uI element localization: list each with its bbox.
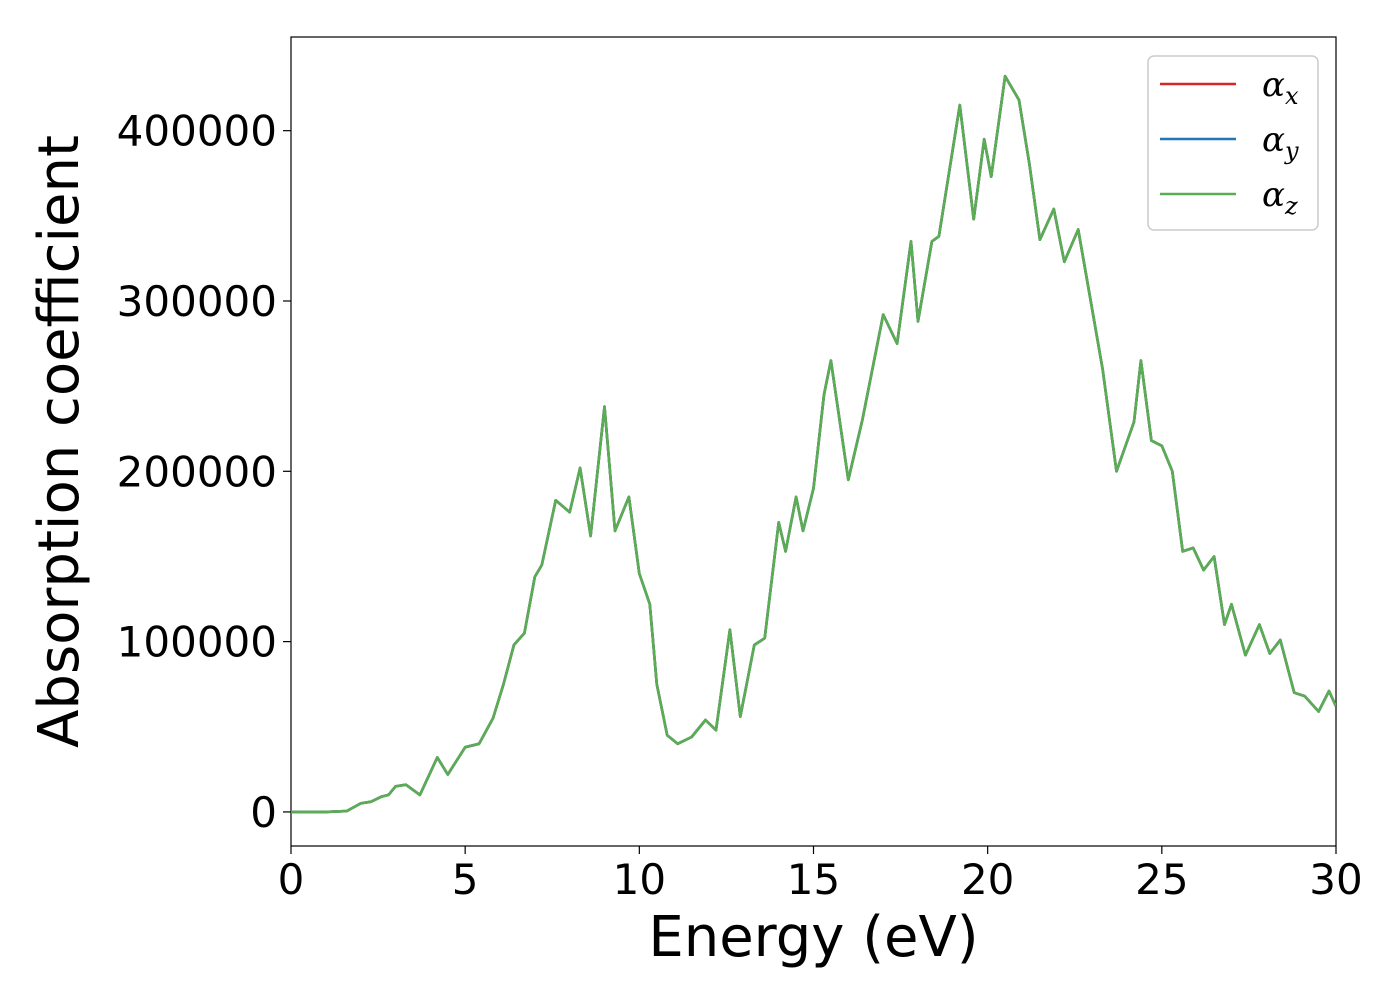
x-tick-label: 15: [787, 855, 840, 904]
legend: αx αy αz: [1147, 55, 1319, 231]
x-tick-label: 5: [452, 855, 479, 904]
x-axis: 0 5 10 15 20 25 30: [278, 846, 1363, 904]
y-tick-label: 300000: [117, 277, 277, 326]
series-line-z: [291, 74, 1336, 814]
legend-label-y: αy: [1262, 120, 1299, 165]
x-tick-label: 10: [613, 855, 666, 904]
legend-box: [1147, 55, 1319, 231]
y-tick-label: 400000: [117, 107, 277, 156]
x-axis-label: Energy (eV): [648, 905, 978, 970]
y-tick-label: 0: [250, 788, 277, 837]
legend-label-z: αz: [1262, 175, 1298, 220]
y-axis: 0 100000 200000 300000 400000: [117, 107, 291, 837]
y-tick-label: 100000: [117, 618, 277, 667]
legend-label-x: αx: [1262, 65, 1299, 110]
x-tick-label: 0: [278, 855, 305, 904]
x-tick-label: 25: [1135, 855, 1188, 904]
x-tick-label: 30: [1309, 855, 1362, 904]
y-tick-label: 200000: [117, 447, 277, 496]
series-layer: [291, 74, 1336, 814]
y-axis-label: Absorption coefficient: [27, 135, 92, 748]
x-tick-label: 20: [961, 855, 1014, 904]
